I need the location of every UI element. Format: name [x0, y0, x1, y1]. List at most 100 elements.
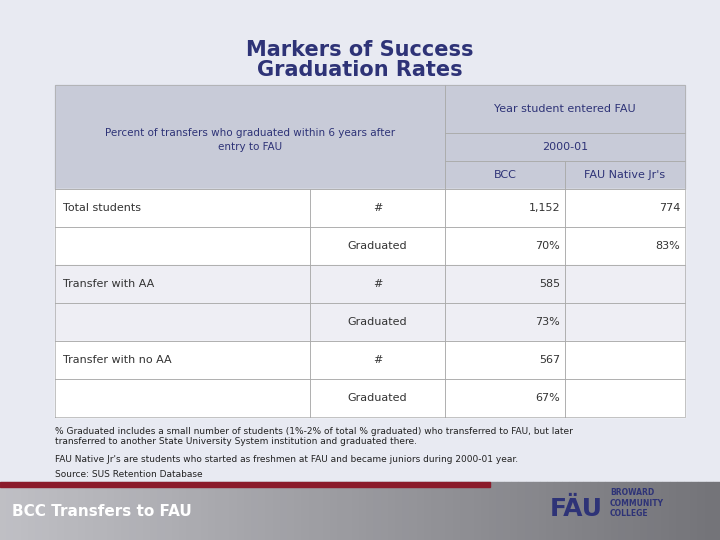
- Polygon shape: [55, 227, 310, 265]
- Polygon shape: [202, 482, 209, 540]
- Text: Year student entered FAU: Year student entered FAU: [494, 104, 636, 114]
- Polygon shape: [230, 482, 238, 540]
- Polygon shape: [432, 482, 439, 540]
- Polygon shape: [130, 482, 137, 540]
- Text: 70%: 70%: [535, 241, 560, 251]
- Polygon shape: [468, 482, 475, 540]
- Polygon shape: [565, 227, 685, 265]
- Text: FAU Native Jr's: FAU Native Jr's: [585, 170, 665, 180]
- Polygon shape: [445, 161, 565, 189]
- Polygon shape: [43, 482, 50, 540]
- Text: 67%: 67%: [535, 393, 560, 403]
- Text: % Graduated includes a small number of students (1%-2% of total % graduated) who: % Graduated includes a small number of s…: [55, 427, 573, 436]
- Polygon shape: [115, 482, 122, 540]
- Polygon shape: [367, 482, 374, 540]
- Polygon shape: [677, 482, 684, 540]
- Polygon shape: [55, 379, 310, 417]
- Polygon shape: [504, 482, 511, 540]
- Polygon shape: [461, 482, 468, 540]
- Polygon shape: [0, 482, 490, 487]
- Polygon shape: [331, 482, 338, 540]
- Polygon shape: [445, 303, 565, 341]
- Text: #: #: [373, 203, 382, 213]
- Polygon shape: [288, 482, 295, 540]
- Polygon shape: [497, 482, 504, 540]
- Polygon shape: [310, 379, 445, 417]
- Text: FÄU: FÄU: [550, 497, 603, 521]
- Text: BCC Transfers to FAU: BCC Transfers to FAU: [12, 503, 192, 518]
- Text: Transfer with AA: Transfer with AA: [63, 279, 154, 289]
- Text: BCC: BCC: [494, 170, 516, 180]
- Text: 567: 567: [539, 355, 560, 365]
- Polygon shape: [310, 189, 445, 227]
- Polygon shape: [302, 482, 310, 540]
- Polygon shape: [29, 482, 36, 540]
- Polygon shape: [569, 482, 576, 540]
- Text: entry to FAU: entry to FAU: [218, 142, 282, 152]
- Polygon shape: [445, 133, 685, 161]
- Polygon shape: [648, 482, 655, 540]
- Polygon shape: [565, 189, 685, 227]
- Text: 73%: 73%: [535, 317, 560, 327]
- Polygon shape: [565, 161, 685, 189]
- Polygon shape: [533, 482, 540, 540]
- Polygon shape: [173, 482, 180, 540]
- Polygon shape: [55, 303, 310, 341]
- Polygon shape: [526, 482, 533, 540]
- Polygon shape: [58, 482, 65, 540]
- Polygon shape: [554, 482, 562, 540]
- Polygon shape: [36, 482, 43, 540]
- Polygon shape: [310, 265, 445, 303]
- Text: 1,152: 1,152: [528, 203, 560, 213]
- Text: #: #: [373, 279, 382, 289]
- Polygon shape: [490, 482, 497, 540]
- Polygon shape: [698, 482, 706, 540]
- Polygon shape: [295, 482, 302, 540]
- Polygon shape: [216, 482, 223, 540]
- Polygon shape: [7, 482, 14, 540]
- Polygon shape: [713, 482, 720, 540]
- Text: FAU Native Jr's are students who started as freshmen at FAU and became juniors d: FAU Native Jr's are students who started…: [55, 455, 518, 464]
- Polygon shape: [445, 341, 565, 379]
- Polygon shape: [454, 482, 461, 540]
- Text: Graduated: Graduated: [348, 393, 408, 403]
- Polygon shape: [108, 482, 115, 540]
- Text: 2000-01: 2000-01: [542, 142, 588, 152]
- Polygon shape: [14, 482, 22, 540]
- Polygon shape: [317, 482, 324, 540]
- Polygon shape: [144, 482, 151, 540]
- Polygon shape: [565, 379, 685, 417]
- Polygon shape: [396, 482, 403, 540]
- Polygon shape: [540, 482, 547, 540]
- Polygon shape: [360, 482, 367, 540]
- Polygon shape: [137, 482, 144, 540]
- Polygon shape: [662, 482, 670, 540]
- Polygon shape: [475, 482, 482, 540]
- Polygon shape: [194, 482, 202, 540]
- Polygon shape: [619, 482, 626, 540]
- Polygon shape: [445, 379, 565, 417]
- Polygon shape: [55, 265, 310, 303]
- Polygon shape: [565, 265, 685, 303]
- Polygon shape: [259, 482, 266, 540]
- Text: BROWARD
COMMUNITY
COLLEGE: BROWARD COMMUNITY COLLEGE: [610, 488, 664, 518]
- Text: transferred to another State University System institution and graduated there.: transferred to another State University …: [55, 437, 417, 446]
- Polygon shape: [626, 482, 634, 540]
- Polygon shape: [122, 482, 130, 540]
- Polygon shape: [684, 482, 691, 540]
- Text: 83%: 83%: [655, 241, 680, 251]
- Polygon shape: [374, 482, 382, 540]
- Polygon shape: [583, 482, 590, 540]
- Polygon shape: [565, 303, 685, 341]
- Polygon shape: [50, 482, 58, 540]
- Polygon shape: [562, 482, 569, 540]
- Polygon shape: [55, 189, 310, 227]
- Polygon shape: [410, 482, 418, 540]
- Polygon shape: [0, 482, 7, 540]
- Polygon shape: [445, 189, 565, 227]
- Polygon shape: [180, 482, 187, 540]
- Polygon shape: [353, 482, 360, 540]
- Polygon shape: [511, 482, 518, 540]
- Polygon shape: [310, 303, 445, 341]
- Text: Graduated: Graduated: [348, 317, 408, 327]
